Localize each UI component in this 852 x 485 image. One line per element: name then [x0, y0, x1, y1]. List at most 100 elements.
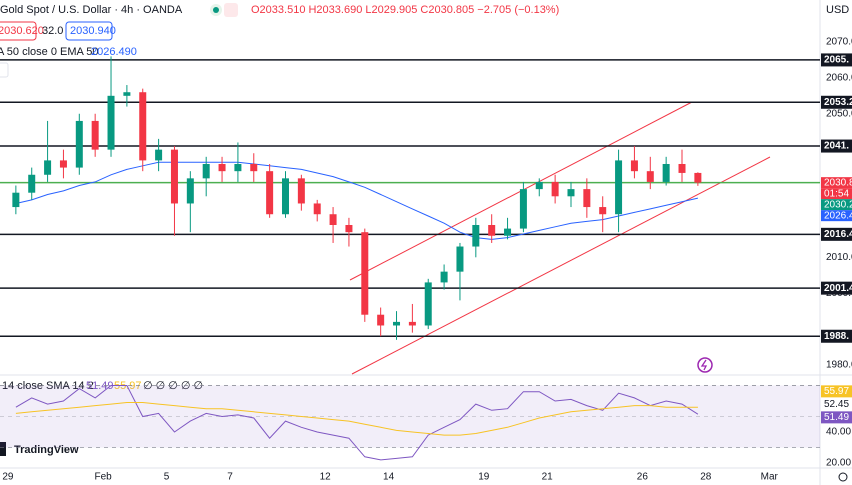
x-tick-label: 14 — [383, 472, 395, 483]
candle-body — [662, 163, 670, 182]
candle-body — [535, 181, 543, 190]
candle-body — [615, 160, 623, 215]
level-tag — [821, 227, 852, 241]
y-tick-label: 1980.0 — [826, 360, 852, 371]
candle-body — [630, 160, 638, 172]
ema-value: 2026.490 — [91, 46, 137, 58]
rsi-tick-label: 40.00 — [826, 427, 851, 438]
rsi-tag-label: 51.49 — [824, 412, 849, 423]
y-tick-label: 2070.0 — [826, 37, 852, 48]
level-label: 2041. — [824, 141, 849, 152]
candle-body — [313, 203, 321, 215]
y-tick-label: 2010.0 — [826, 252, 852, 263]
price-tag-label: 2026.4 — [824, 210, 852, 221]
candle-body — [12, 192, 20, 208]
rsi-legend-value: 55.97 — [114, 380, 142, 392]
candle-body — [551, 181, 559, 197]
rsi-line — [15, 402, 698, 436]
status-dot — [213, 7, 219, 13]
alert-bolt — [700, 359, 708, 371]
rsi-tag — [821, 398, 852, 411]
ema-legend: A 50 close 0 EMA 50 — [0, 46, 99, 58]
candle-body — [599, 207, 607, 215]
brand-logo: TradingView — [0, 442, 79, 456]
x-tick-label: 29 — [2, 472, 14, 483]
level-label: 1988. — [824, 331, 849, 342]
spread: 32.0 — [42, 25, 63, 37]
rsi-empty-values: ∅ ∅ ∅ ∅ ∅ — [143, 380, 203, 392]
x-tick-label: Mar — [761, 472, 779, 483]
level-tag — [821, 95, 852, 109]
candle-body — [297, 178, 305, 204]
candle-body — [567, 189, 575, 197]
candle-body — [170, 149, 178, 204]
rsi-tag — [821, 411, 852, 424]
logo-mark — [0, 442, 6, 456]
candle-body — [408, 321, 416, 326]
candle-body — [91, 120, 99, 150]
buy-price[interactable]: 2030.940 — [70, 25, 116, 37]
level-label: 2065. — [824, 55, 849, 66]
candle-body — [678, 163, 686, 173]
x-tick-label: 12 — [320, 472, 332, 483]
brand-name: TradingView — [14, 444, 79, 456]
candle-body — [107, 95, 115, 150]
price-tag-label: 2030.2 — [824, 199, 852, 210]
x-tick-label: Feb — [94, 472, 112, 483]
candle-body — [250, 163, 258, 172]
level-label: 2001.4 — [824, 283, 852, 294]
candle-body — [646, 171, 654, 182]
price-tag-label: 2030.8 — [824, 177, 852, 188]
currency: USD — [826, 4, 849, 16]
rsi-line — [15, 385, 699, 461]
rsi-legend: 14 close SMA 14 2 — [2, 380, 94, 392]
candle-body — [75, 120, 83, 168]
candle-body — [488, 225, 496, 236]
candle-body — [472, 225, 480, 247]
x-tick-label: 21 — [542, 472, 554, 483]
level-tag — [821, 53, 852, 67]
candle-body — [218, 163, 226, 172]
collapse-button[interactable] — [0, 62, 9, 78]
candle-body — [266, 171, 274, 215]
x-tick-label: 19 — [478, 472, 490, 483]
level-tag — [821, 281, 852, 295]
chart-title: Gold Spot / U.S. Dollar · 4h · OANDA — [0, 4, 183, 16]
candle-body — [456, 246, 464, 272]
candle-body — [440, 271, 448, 283]
buy-button[interactable] — [65, 21, 113, 41]
ohlc-legend: O2033.510 H2033.690 L2029.905 C2030.805 … — [251, 4, 559, 16]
channel-lower — [351, 156, 771, 375]
level-label: 2053.2 — [824, 97, 852, 108]
price-tag — [821, 177, 852, 189]
price-tag — [821, 210, 852, 222]
candle-body — [186, 178, 194, 204]
candle-body — [28, 174, 36, 193]
candle-body — [377, 314, 385, 326]
ema-line — [15, 161, 699, 240]
candle-body — [59, 160, 67, 168]
settings-icon[interactable] — [838, 472, 848, 482]
candle-body — [329, 214, 337, 225]
candle-body — [139, 92, 147, 161]
sell-price[interactable]: 2030.620 — [0, 25, 44, 37]
x-tick-label: 7 — [227, 472, 233, 483]
level-tag — [821, 139, 852, 153]
candle-body — [393, 321, 401, 326]
status-badge — [224, 3, 238, 17]
candle-body — [234, 163, 242, 172]
rsi-tag-label: 52.45 — [824, 399, 849, 410]
candle-body — [155, 149, 163, 161]
y-tick-label: 2060.0 — [826, 73, 852, 84]
rsi-tick-label: 20.00 — [826, 458, 851, 469]
alert-icon[interactable] — [697, 357, 713, 373]
rsi-band — [0, 385, 820, 448]
price-tag — [821, 199, 852, 211]
x-tick-label: 5 — [164, 472, 170, 483]
rsi-tag-label: 55.97 — [824, 386, 849, 397]
candle-body — [519, 189, 527, 229]
candle-body — [123, 92, 131, 96]
sell-button[interactable] — [0, 21, 37, 41]
